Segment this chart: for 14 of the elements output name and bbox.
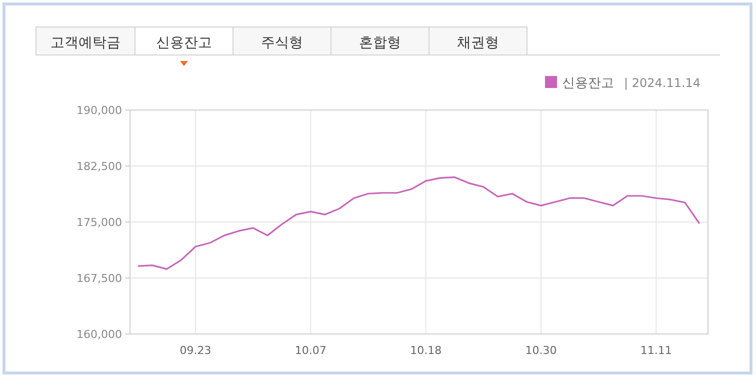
x-tick-label: 10.30 [525, 344, 557, 357]
x-tick-label: 10.07 [294, 344, 326, 357]
y-tick-label: 190,000 [76, 104, 122, 117]
legend: 신용잔고 [545, 76, 614, 91]
x-tick-label: 09.23 [180, 344, 212, 357]
y-tick-label: 182,500 [76, 160, 122, 173]
x-tick-label: 10.18 [410, 344, 442, 357]
y-tick-label: 160,000 [76, 328, 122, 341]
x-tick-label: 11.11 [640, 344, 672, 357]
tabs: 고객예탁금 신용잔고 주식형 혼합형 채권형 [36, 26, 528, 66]
chart-subtitle: | 2024.11.14 [624, 76, 701, 90]
y-tick-label: 167,500 [76, 272, 122, 285]
legend-label: 신용잔고 [562, 76, 614, 91]
y-tick-label: 175,000 [76, 216, 122, 229]
